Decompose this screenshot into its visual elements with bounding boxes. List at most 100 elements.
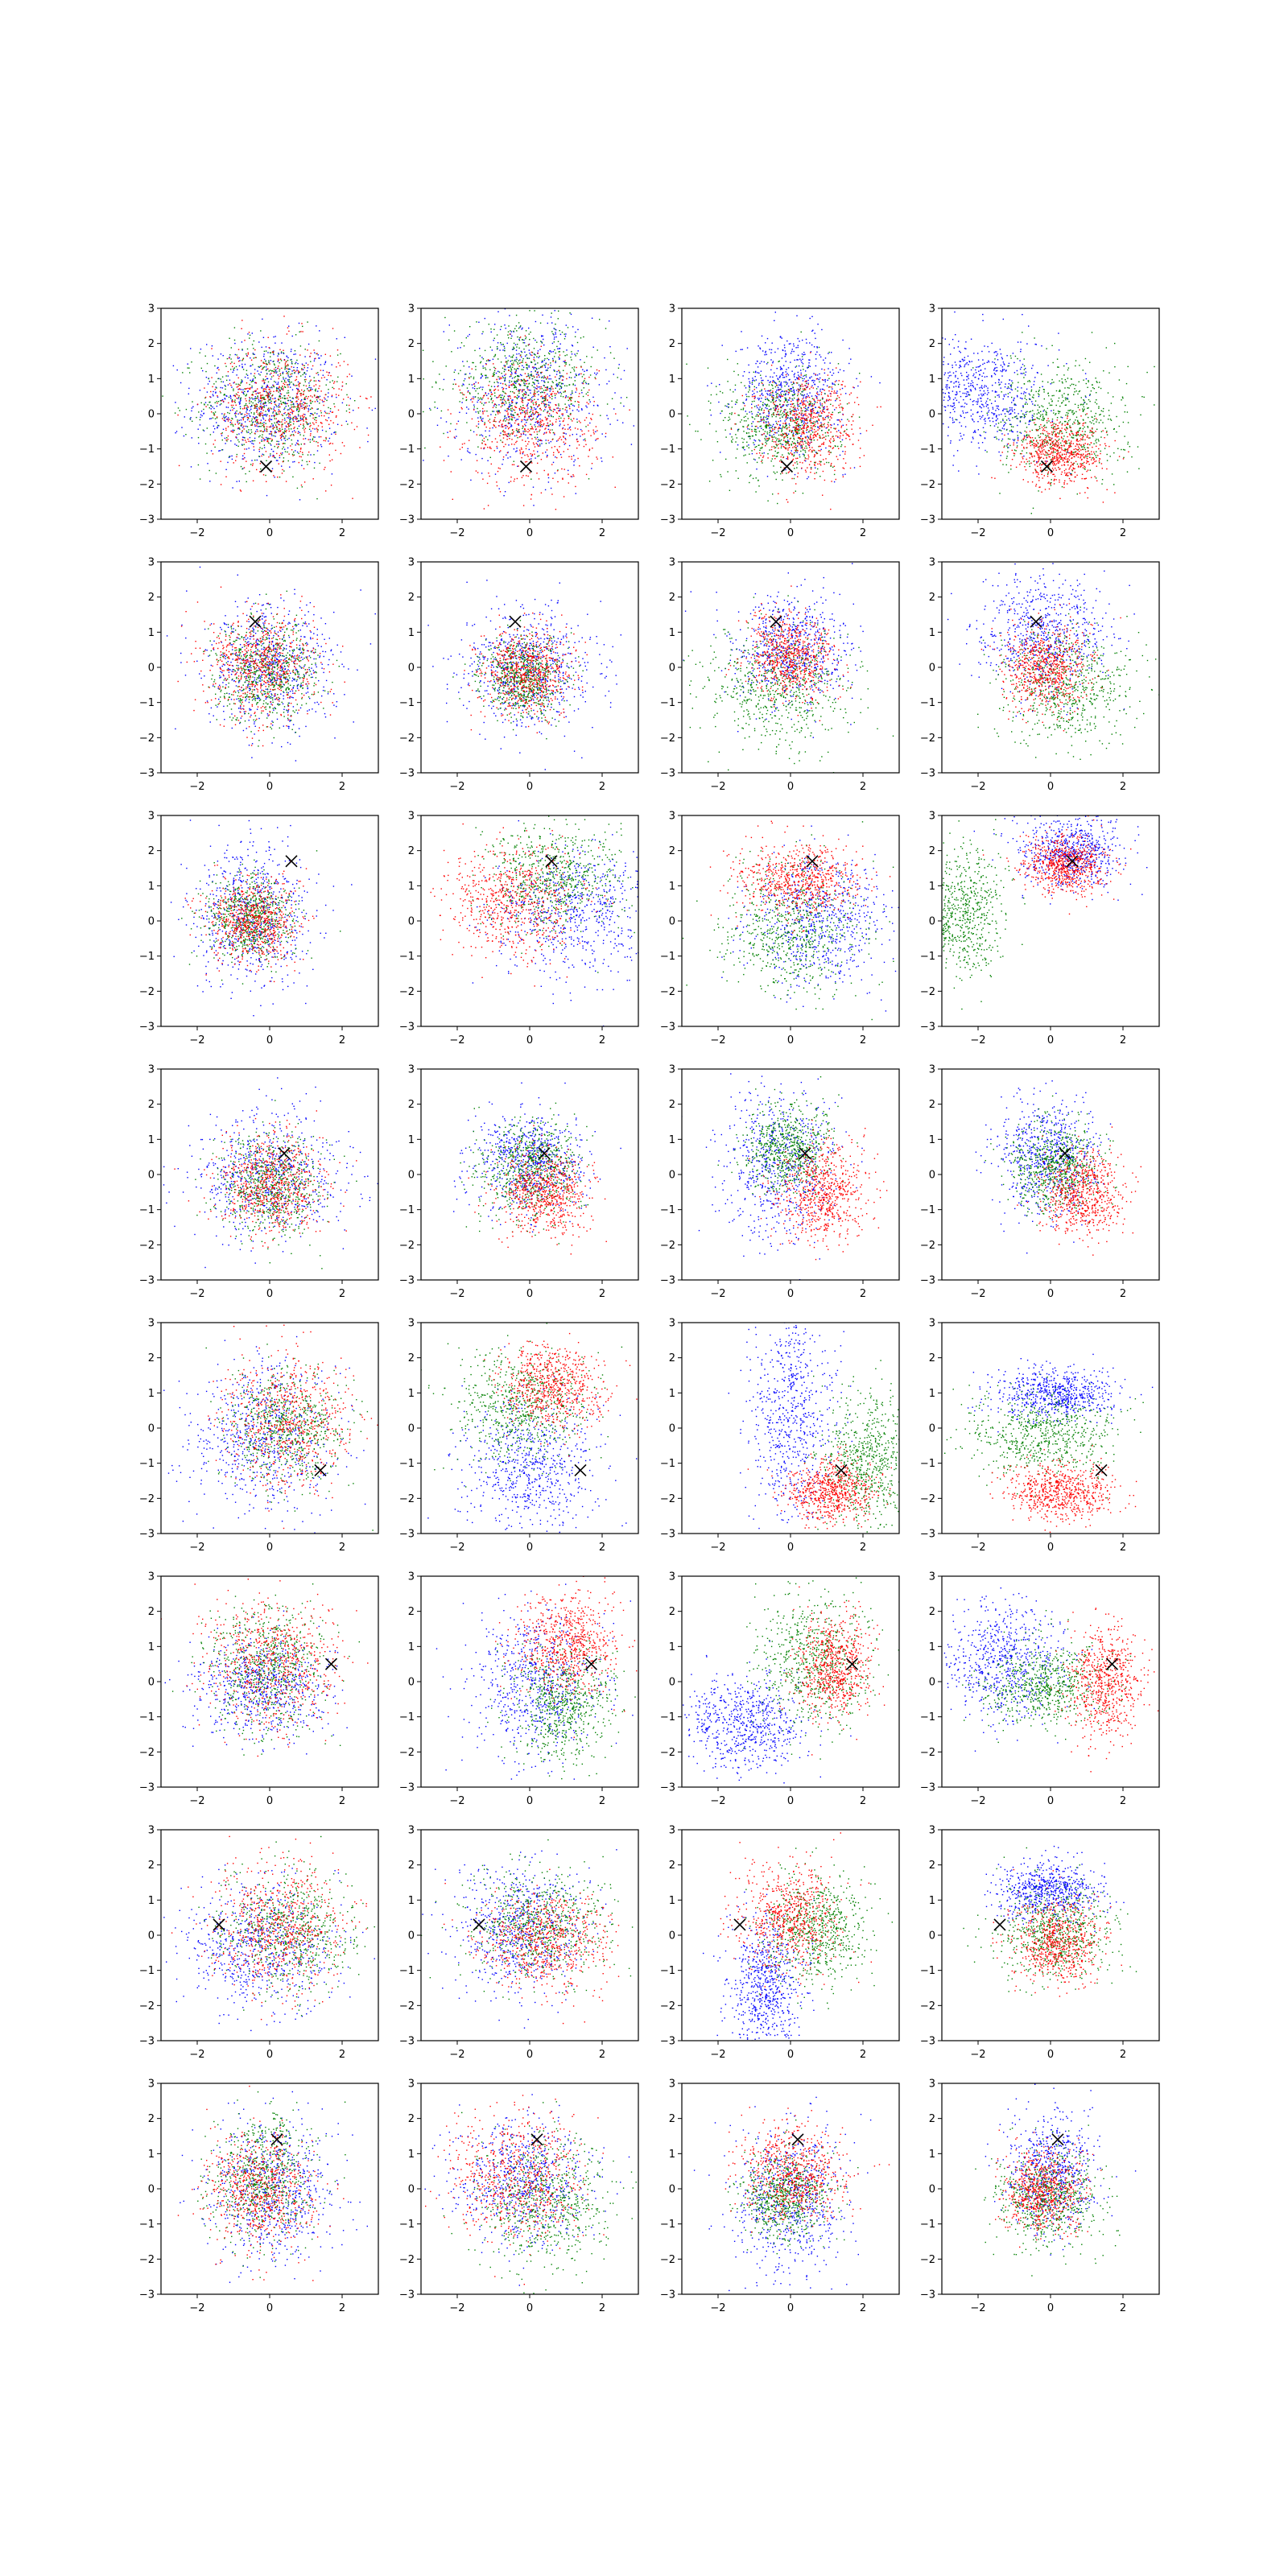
scatter-point	[511, 363, 512, 364]
scatter-point	[205, 371, 206, 372]
scatter-point	[826, 427, 827, 428]
scatter-point	[805, 460, 806, 461]
scatter-point	[499, 349, 500, 350]
scatter-point	[224, 419, 225, 420]
scatter-point	[259, 408, 260, 409]
scatter-point	[263, 398, 264, 399]
scatter-point	[470, 480, 471, 481]
scatter-point	[758, 410, 759, 411]
scatter-point	[272, 370, 273, 371]
scatter-point	[799, 359, 800, 360]
scatter-point	[832, 369, 833, 370]
scatter-point	[524, 428, 525, 429]
scatter-point	[524, 424, 525, 425]
scatter-point	[533, 402, 534, 403]
scatter-point	[237, 384, 238, 385]
scatter-point	[270, 391, 271, 392]
scatter-point	[306, 396, 307, 397]
scatter-point	[222, 387, 223, 388]
scatter-point	[211, 450, 212, 451]
scatter-point	[518, 353, 519, 354]
scatter-point	[263, 390, 264, 391]
scatter-point	[508, 434, 509, 435]
scatter-point	[292, 461, 293, 462]
scatter-point	[211, 418, 212, 419]
scatter-point	[549, 353, 550, 354]
scatter-point	[811, 331, 812, 332]
scatter-point	[578, 350, 579, 351]
scatter-point	[285, 366, 286, 367]
scatter-point	[793, 344, 794, 345]
scatter-point	[751, 450, 752, 451]
scatter-point	[299, 354, 300, 355]
scatter-point	[504, 346, 505, 347]
scatter-point	[597, 438, 598, 439]
scatter-point	[251, 431, 252, 432]
scatter-point	[498, 468, 499, 469]
scatter-point	[276, 432, 277, 433]
scatter-point	[493, 340, 494, 341]
scatter-point	[760, 401, 761, 402]
scatter-point	[514, 381, 515, 382]
scatter-point	[484, 441, 485, 442]
scatter-point	[330, 420, 331, 421]
scatter-point	[330, 443, 331, 444]
scatter-point	[516, 435, 517, 436]
scatter-point	[246, 382, 247, 383]
scatter-point	[482, 389, 483, 390]
scatter-point	[346, 405, 347, 406]
scatter-point	[244, 453, 245, 454]
scatter-point	[562, 428, 563, 429]
scatter-point	[264, 402, 265, 403]
scatter-point	[225, 469, 226, 470]
scatter-point	[278, 398, 279, 399]
scatter-point	[787, 382, 788, 383]
scatter-point	[279, 428, 280, 429]
scatter-point	[234, 399, 235, 400]
scatter-point	[473, 409, 474, 410]
scatter-point	[493, 329, 494, 330]
scatter-point	[232, 366, 233, 367]
scatter-point	[522, 360, 523, 361]
scatter-point	[284, 418, 285, 419]
scatter-point	[417, 356, 418, 357]
scatter-point	[551, 396, 552, 397]
scatter-point	[550, 432, 551, 433]
scatter-point	[464, 378, 465, 379]
scatter-point	[533, 505, 534, 506]
scatter-point	[781, 386, 782, 387]
scatter-point	[245, 414, 246, 415]
scatter-point	[226, 437, 227, 438]
scatter-point	[548, 425, 549, 426]
scatter-point	[830, 404, 831, 405]
scatter-point	[511, 372, 512, 373]
scatter-point	[267, 409, 268, 410]
scatter-point	[550, 367, 551, 368]
scatter-point	[754, 397, 755, 398]
scatter-point	[556, 440, 557, 441]
scatter-point	[503, 495, 504, 496]
scatter-point	[241, 389, 242, 390]
scatter-point	[542, 366, 543, 367]
scatter-point	[224, 413, 225, 414]
scatter-point	[238, 397, 239, 398]
scatter-point	[301, 456, 302, 457]
scatter-point	[719, 384, 720, 385]
scatter-point	[334, 431, 335, 432]
scatter-point	[490, 328, 491, 329]
scatter-point	[762, 404, 763, 405]
scatter-point	[322, 400, 323, 401]
scatter-point	[518, 376, 519, 377]
scatter-point	[533, 443, 534, 444]
scatter-point	[270, 398, 271, 399]
scatter-point	[801, 394, 802, 395]
scatter-point	[278, 383, 279, 384]
scatter-point	[607, 403, 608, 404]
scatter-point	[752, 382, 753, 383]
scatter-point	[269, 410, 270, 411]
scatter-point	[228, 384, 229, 385]
scatter-point	[551, 398, 552, 399]
scatter-point	[214, 365, 215, 366]
scatter-point	[592, 414, 593, 415]
scatter-point	[276, 384, 277, 385]
